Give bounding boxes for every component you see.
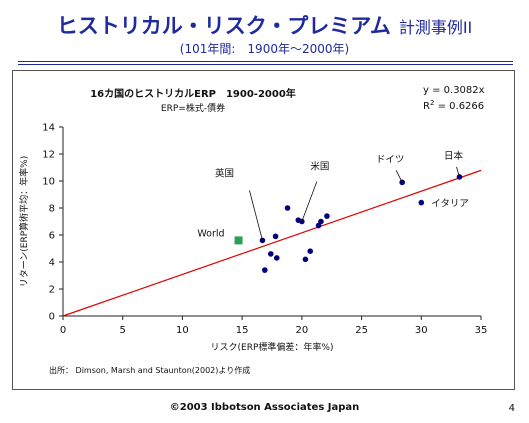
r-squared-exponent: 2	[430, 99, 434, 107]
x-tick-label: 25	[355, 325, 368, 336]
regression-line	[62, 169, 482, 317]
data-point	[272, 233, 279, 240]
y-axis-label: リターン(ERP算術平均：年率%)	[18, 156, 30, 288]
data-point	[318, 218, 324, 225]
data-point	[324, 213, 330, 219]
r-squared-label: R	[423, 101, 430, 112]
regression-equation: y = 0.3082x	[423, 85, 485, 96]
slide-title: ヒストリカル・リスク・プレミアム 計測事例II	[0, 10, 529, 40]
chart-title: 16カ国のヒストリカルERP 1900-2000年	[90, 87, 296, 100]
data-point	[315, 222, 322, 229]
y-tick-label: 8	[49, 204, 55, 215]
point-label: 日本	[444, 150, 464, 162]
chart-frame: 16カ国のヒストリカルERP 1900-2000年 ERP=株式-債券 y = …	[12, 70, 515, 390]
point-label: イタリア	[431, 199, 469, 210]
label-leader-line	[249, 190, 263, 241]
x-tick-label: 10	[176, 325, 189, 336]
r-squared-value: = 0.6266	[434, 101, 484, 112]
title-rule-top	[18, 61, 513, 62]
x-tick-label: 30	[415, 325, 428, 336]
y-tick-label: 4	[49, 258, 55, 269]
source-note: 出所： Dimson, Marsh and Staunton(2002)より作成	[49, 365, 250, 375]
y-tick-label: 0	[49, 312, 55, 323]
slide-subtitle: (101年間: 1900年～2000年)	[179, 42, 350, 56]
data-point	[284, 205, 291, 211]
point-label: 米国	[310, 161, 329, 173]
x-tick-label: 5	[120, 325, 126, 336]
r-squared: R2 = 0.6266	[423, 99, 484, 112]
label-leader-line	[301, 181, 318, 222]
x-tick-label: 35	[475, 325, 488, 336]
y-tick-label: 14	[42, 123, 55, 134]
label-leader-line	[456, 166, 460, 178]
x-axis-label: リスク(ERP標準偏差：年率%)	[211, 341, 334, 353]
data-point	[399, 179, 405, 186]
y-tick-label: 2	[49, 285, 55, 296]
world-point	[234, 236, 243, 245]
title-rule-bottom	[18, 64, 513, 65]
chart-subtitle: ERP=株式-債券	[161, 102, 225, 114]
y-tick-label: 12	[42, 150, 55, 161]
footer-copyright: ©2003 Ibbotson Associates Japan	[169, 402, 360, 413]
chart-axes: 0 5 10 15 20 25 30 35 0 2 4 6 8 10 12 14	[42, 123, 487, 337]
data-point	[273, 255, 280, 261]
data-point	[307, 248, 314, 254]
data-point	[302, 256, 309, 263]
point-label: 英国	[215, 167, 234, 179]
y-tick-label: 6	[49, 231, 55, 242]
slide-title-sub: 計測事例II	[398, 18, 473, 37]
point-label: World	[197, 228, 224, 239]
x-tick-label: 15	[236, 325, 249, 336]
data-point	[268, 251, 274, 257]
slide-title-main: ヒストリカル・リスク・プレミアム	[56, 14, 391, 38]
point-label: ドイツ	[376, 154, 405, 165]
data-point	[418, 199, 425, 206]
scatter-chart: 16カ国のヒストリカルERP 1900-2000年 ERP=株式-債券 y = …	[18, 85, 487, 375]
x-tick-label: 0	[60, 325, 66, 336]
data-points	[234, 174, 463, 273]
x-tick-label: 20	[295, 325, 308, 336]
label-leader-line	[395, 170, 403, 183]
regression-line-group	[62, 169, 482, 317]
data-point	[262, 267, 268, 273]
page-number: 4	[508, 403, 515, 414]
y-tick-label: 10	[42, 177, 55, 188]
